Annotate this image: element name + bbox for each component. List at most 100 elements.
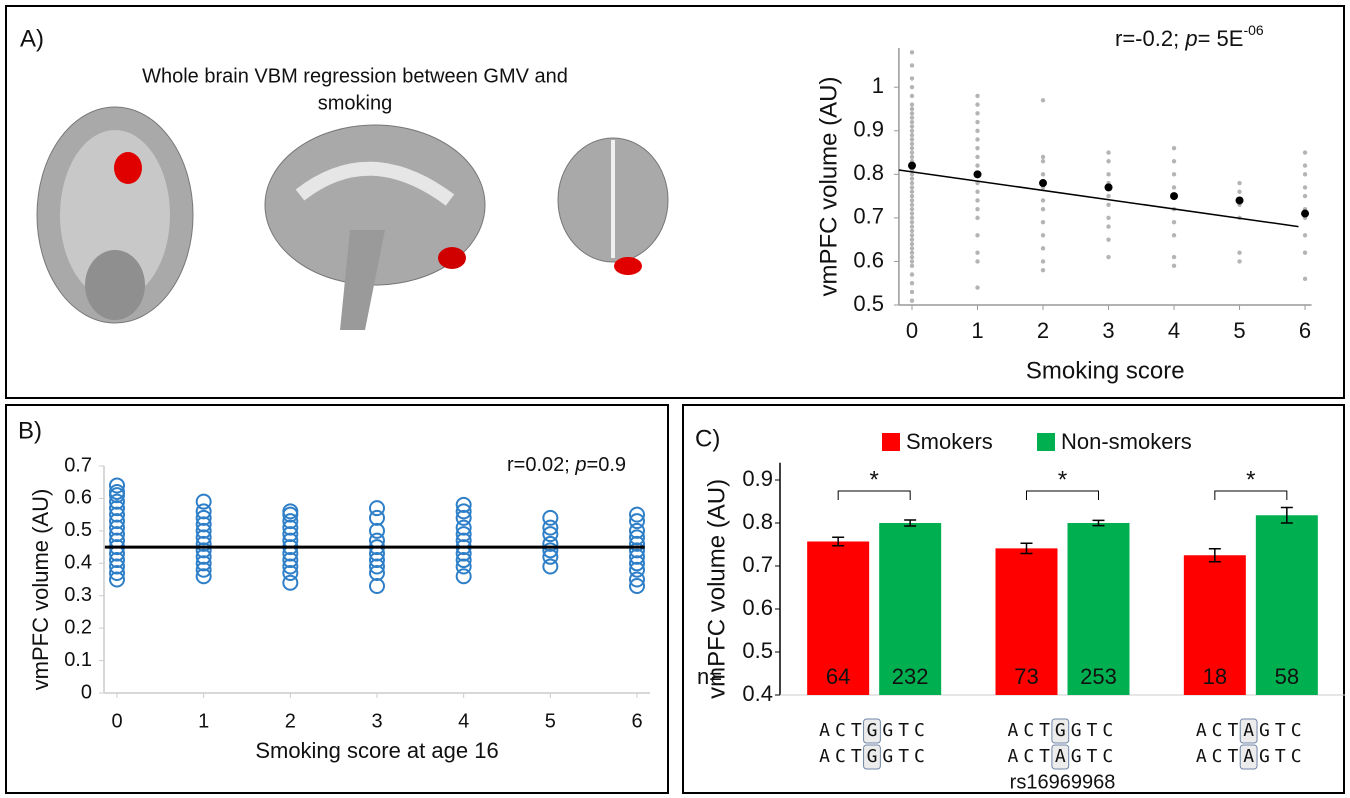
data-point bbox=[1172, 172, 1176, 176]
y-axis-title: vmPFC volume (AU) bbox=[28, 489, 53, 691]
data-point bbox=[910, 150, 914, 154]
annotation-part: = 5E bbox=[1198, 26, 1244, 51]
caption: Whole brain VBM regression between GMV a… bbox=[142, 65, 568, 87]
data-point bbox=[1303, 277, 1307, 281]
data-point bbox=[1303, 150, 1307, 154]
panel-label: A) bbox=[20, 25, 44, 52]
x-tick-label: 2 bbox=[285, 710, 296, 732]
x-tick-label: 3 bbox=[371, 710, 382, 732]
x-tick-label: 1 bbox=[198, 710, 209, 732]
data-point bbox=[1303, 163, 1307, 167]
y-tick-label: 0.2 bbox=[64, 616, 92, 638]
x-tick-label: 0 bbox=[906, 318, 918, 343]
data-point bbox=[910, 146, 914, 150]
annotation-part: r=-0.2; bbox=[1115, 26, 1185, 51]
sequence-part: GTC bbox=[1259, 720, 1307, 741]
group-mean bbox=[908, 162, 916, 170]
y-tick-label: 0.3 bbox=[64, 584, 92, 606]
y-tick-label: 0.6 bbox=[742, 595, 773, 620]
stats-annotation: r=-0.2; p= 5E-06 bbox=[1115, 22, 1264, 51]
data-point bbox=[910, 264, 914, 268]
data-point bbox=[370, 579, 384, 593]
data-point bbox=[975, 259, 979, 263]
data-point bbox=[910, 194, 914, 198]
brain-coronal bbox=[558, 138, 668, 275]
y-tick-label: 0.8 bbox=[853, 160, 884, 185]
sequence-part: ACT bbox=[819, 720, 867, 741]
data-point bbox=[370, 501, 384, 515]
y-tick-label: 0.7 bbox=[64, 454, 92, 476]
annotation-part: p bbox=[574, 454, 586, 476]
data-point bbox=[197, 495, 211, 509]
y-tick-label: 0.7 bbox=[853, 204, 884, 229]
data-point bbox=[1106, 159, 1110, 163]
data-point bbox=[910, 272, 914, 276]
group-mean bbox=[1301, 210, 1309, 218]
data-point bbox=[1303, 172, 1307, 176]
x-tick-label: 1 bbox=[971, 318, 983, 343]
sequence-part: ACT bbox=[1196, 746, 1244, 767]
data-point bbox=[1172, 185, 1176, 189]
data-point bbox=[1106, 194, 1110, 198]
significance-label: * bbox=[1246, 466, 1255, 493]
data-point bbox=[975, 251, 979, 255]
data-point bbox=[910, 185, 914, 189]
x-tick-label: 6 bbox=[1299, 318, 1311, 343]
snp-label: rs16969968 bbox=[1010, 771, 1116, 793]
data-point bbox=[1172, 264, 1176, 268]
data-point bbox=[1041, 172, 1045, 176]
data-point bbox=[1172, 220, 1176, 224]
sequence-part: G bbox=[867, 720, 883, 741]
group-mean bbox=[1105, 183, 1113, 191]
data-point bbox=[910, 246, 914, 250]
count-label: 58 bbox=[1275, 664, 1299, 689]
x-tick-label: 2 bbox=[1037, 318, 1049, 343]
caption: smoking bbox=[318, 92, 392, 114]
data-point bbox=[975, 94, 979, 98]
sequence-part: ACT bbox=[819, 746, 867, 767]
legend-swatch bbox=[1037, 433, 1055, 451]
sequence-part: GTC bbox=[882, 720, 930, 741]
data-point bbox=[910, 115, 914, 119]
x-tick-label: 4 bbox=[1168, 318, 1180, 343]
data-point bbox=[1172, 159, 1176, 163]
data-point bbox=[975, 111, 979, 115]
data-point bbox=[910, 255, 914, 259]
x-tick-label: 5 bbox=[1233, 318, 1245, 343]
sequence-part: A bbox=[1055, 746, 1071, 767]
data-point bbox=[1041, 246, 1045, 250]
data-point bbox=[1041, 159, 1045, 163]
n-prefix: n= bbox=[697, 664, 722, 689]
annotation-part: p bbox=[1184, 26, 1197, 51]
data-point bbox=[1303, 233, 1307, 237]
data-point bbox=[1106, 216, 1110, 220]
data-point bbox=[1303, 194, 1307, 198]
data-point bbox=[910, 224, 914, 228]
data-point bbox=[1172, 233, 1176, 237]
sequence-part: GTC bbox=[1071, 720, 1119, 741]
data-point bbox=[1041, 268, 1045, 272]
data-point bbox=[910, 129, 914, 133]
data-point bbox=[1041, 259, 1045, 263]
data-point bbox=[1041, 220, 1045, 224]
y-tick-label: 0.8 bbox=[742, 509, 773, 534]
legend-label: Smokers bbox=[906, 429, 993, 454]
data-point bbox=[975, 155, 979, 159]
data-point bbox=[910, 137, 914, 141]
data-point bbox=[910, 176, 914, 180]
data-point bbox=[975, 129, 979, 133]
sequence-part: GTC bbox=[882, 746, 930, 767]
data-point bbox=[1303, 185, 1307, 189]
data-point bbox=[1237, 251, 1241, 255]
data-point bbox=[910, 133, 914, 137]
data-point bbox=[1106, 203, 1110, 207]
data-point bbox=[910, 76, 914, 80]
x-tick-label: 6 bbox=[631, 710, 642, 732]
data-point bbox=[1106, 224, 1110, 228]
data-point bbox=[975, 207, 979, 211]
x-tick-label: 4 bbox=[458, 710, 469, 732]
data-point bbox=[975, 163, 979, 167]
data-point bbox=[370, 524, 384, 538]
data-point bbox=[910, 142, 914, 146]
data-point bbox=[910, 181, 914, 185]
